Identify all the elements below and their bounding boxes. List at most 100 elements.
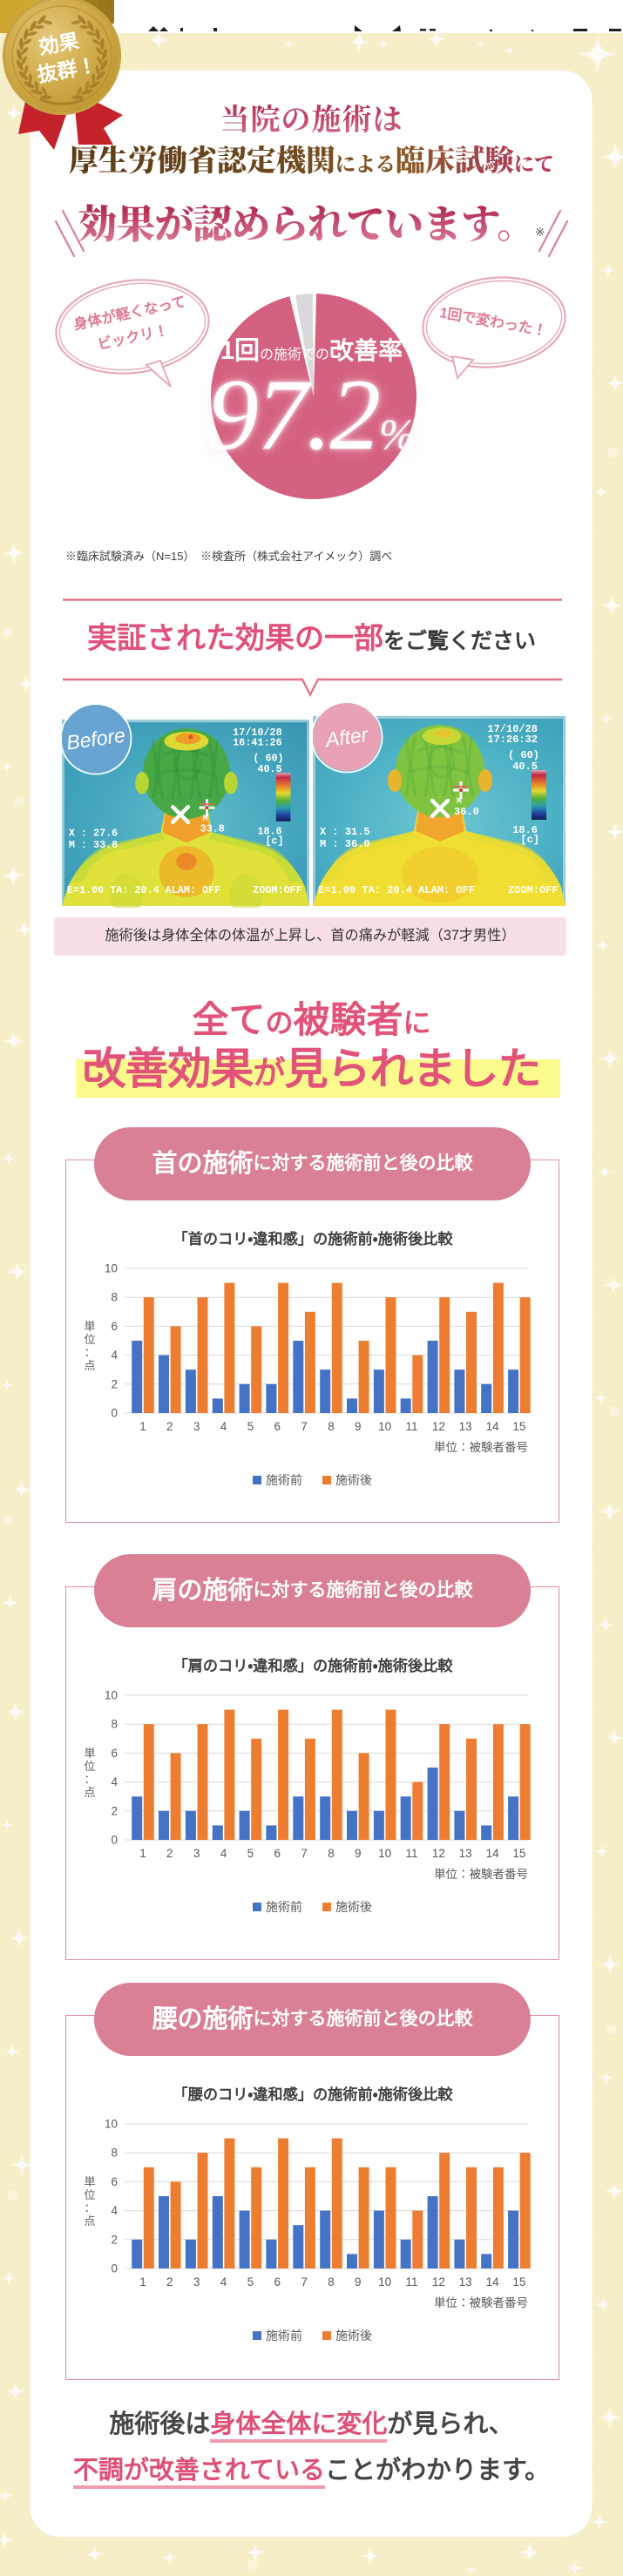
svg-text:単: 単	[84, 2175, 95, 2188]
svg-text:単位：被験者番号: 単位：被験者番号	[434, 1441, 528, 1454]
svg-text:9: 9	[355, 1420, 362, 1433]
svg-text:6: 6	[111, 1320, 118, 1333]
svg-text:( 60): ( 60)	[253, 752, 283, 764]
svg-text:3: 3	[193, 1420, 200, 1433]
svg-text:40.5: 40.5	[257, 763, 281, 775]
svg-text:「腰のコリ・違和感」の施術前・施術後比較: 「腰のコリ・違和感」の施術前・施術後比較	[173, 2086, 453, 2103]
svg-text:単位：被験者番号: 単位：被験者番号	[434, 1868, 528, 1881]
svg-text:4: 4	[220, 1847, 227, 1860]
svg-text:2: 2	[166, 1847, 173, 1860]
svg-text:施術後: 施術後	[335, 1900, 372, 1914]
svg-text:15: 15	[512, 1420, 525, 1433]
svg-text:8: 8	[111, 1718, 118, 1731]
svg-text:10: 10	[378, 1847, 391, 1860]
svg-text:E=1.00 TA: 20.4 ALAM: OFF: E=1.00 TA: 20.4 ALAM: OFF	[318, 884, 475, 896]
svg-text:2: 2	[166, 1420, 173, 1433]
svg-text:「肩のコリ・違和感」の施術前・施術後比較: 「肩のコリ・違和感」の施術前・施術後比較	[173, 1657, 453, 1674]
svg-text:0: 0	[111, 1407, 118, 1420]
svg-text:単位：被験者番号: 単位：被験者番号	[434, 2296, 528, 2309]
svg-text:「首のコリ・違和感」の施術前・施術後比較: 「首のコリ・違和感」の施術前・施術後比較	[173, 1230, 453, 1247]
svg-text:5: 5	[247, 1847, 254, 1860]
svg-text:位: 位	[84, 1760, 95, 1773]
svg-text:2: 2	[111, 1377, 118, 1390]
svg-text:3: 3	[193, 2275, 200, 2289]
svg-text:6: 6	[274, 1847, 281, 1860]
svg-text:8: 8	[111, 2147, 118, 2160]
svg-text:11: 11	[405, 1847, 417, 1860]
svg-text:5: 5	[247, 2275, 254, 2289]
svg-text:14: 14	[486, 2275, 500, 2289]
svg-text:11: 11	[405, 1420, 417, 1433]
svg-text:[c]: [c]	[265, 835, 283, 847]
svg-text:M : 33.8: M : 33.8	[69, 839, 118, 851]
svg-text:10: 10	[378, 2275, 391, 2289]
svg-text:点: 点	[84, 1359, 95, 1372]
svg-text:18.6: 18.6	[512, 824, 538, 836]
svg-text:ZOOM:OFF: ZOOM:OFF	[508, 884, 559, 896]
svg-text:点: 点	[84, 1786, 95, 1799]
svg-text:[c]: [c]	[520, 834, 539, 846]
svg-text:( 60): ( 60)	[508, 749, 539, 761]
svg-text:5: 5	[247, 1420, 254, 1433]
svg-text:40.5: 40.5	[512, 761, 538, 773]
svg-text:単: 単	[84, 1320, 95, 1333]
svg-text:1: 1	[139, 1420, 146, 1433]
svg-text:位: 位	[84, 2188, 95, 2201]
svg-text:6: 6	[274, 2275, 281, 2289]
svg-text:10: 10	[105, 1262, 118, 1275]
svg-text:17/10/28: 17/10/28	[487, 723, 538, 735]
svg-text:施術前: 施術前	[266, 1900, 302, 1914]
svg-text:6: 6	[274, 1420, 281, 1433]
svg-text:X : 31.5: X : 31.5	[320, 826, 370, 838]
svg-text:7: 7	[301, 2275, 308, 2289]
svg-text:：: ：	[84, 1346, 95, 1359]
svg-text:4: 4	[220, 1420, 227, 1433]
svg-text:13: 13	[459, 1847, 472, 1860]
svg-text:M: M	[457, 797, 462, 807]
svg-text:10: 10	[378, 1420, 391, 1433]
svg-text:点: 点	[84, 2214, 95, 2228]
svg-text:：: ：	[84, 1773, 95, 1786]
svg-text:10: 10	[105, 2118, 118, 2131]
svg-text:4: 4	[220, 2275, 227, 2289]
svg-text:0: 0	[111, 1834, 118, 1847]
svg-text:8: 8	[328, 1420, 335, 1433]
svg-text:16:41:26: 16:41:26	[233, 737, 281, 749]
svg-text:14: 14	[486, 1847, 500, 1860]
svg-text:X : 27.6: X : 27.6	[69, 827, 118, 839]
svg-text:M : 36.0: M : 36.0	[320, 838, 370, 850]
svg-text:施術前: 施術前	[266, 2329, 302, 2343]
svg-text:13: 13	[459, 1420, 472, 1433]
svg-text:施術後: 施術後	[335, 2329, 372, 2343]
svg-text:4: 4	[111, 2204, 118, 2217]
svg-text:2: 2	[111, 2233, 118, 2246]
svg-text:15: 15	[512, 1847, 525, 1860]
svg-text:8: 8	[328, 2275, 335, 2289]
svg-text:2: 2	[166, 2275, 173, 2289]
svg-text:1: 1	[139, 1847, 146, 1860]
svg-text:15: 15	[512, 2275, 525, 2289]
svg-text:12: 12	[432, 1847, 445, 1860]
svg-text:11: 11	[405, 2275, 417, 2289]
svg-text:M: M	[203, 814, 208, 823]
svg-text:6: 6	[111, 1747, 118, 1760]
svg-text:施術前: 施術前	[266, 1473, 302, 1487]
svg-text:8: 8	[328, 1847, 335, 1860]
svg-text:10: 10	[105, 1689, 118, 1702]
svg-text:4: 4	[111, 1349, 118, 1362]
svg-text:12: 12	[432, 1420, 445, 1433]
svg-text:位: 位	[84, 1333, 95, 1346]
svg-text:7: 7	[301, 1420, 308, 1433]
svg-text:単: 単	[84, 1747, 95, 1760]
svg-text:ZOOM:OFF: ZOOM:OFF	[253, 884, 301, 896]
svg-text:17:26:32: 17:26:32	[487, 734, 538, 746]
svg-text:E=1.00 TA: 20.4 ALAM: OFF: E=1.00 TA: 20.4 ALAM: OFF	[67, 884, 220, 896]
svg-text:3: 3	[193, 1847, 200, 1860]
svg-text:8: 8	[111, 1291, 118, 1304]
svg-text:36.0: 36.0	[454, 806, 479, 818]
svg-text:13: 13	[459, 2275, 472, 2289]
svg-text:17/10/28: 17/10/28	[233, 727, 281, 739]
svg-text:施術後: 施術後	[335, 1473, 372, 1487]
svg-text:7: 7	[301, 1847, 308, 1860]
svg-text:4: 4	[111, 1775, 118, 1788]
